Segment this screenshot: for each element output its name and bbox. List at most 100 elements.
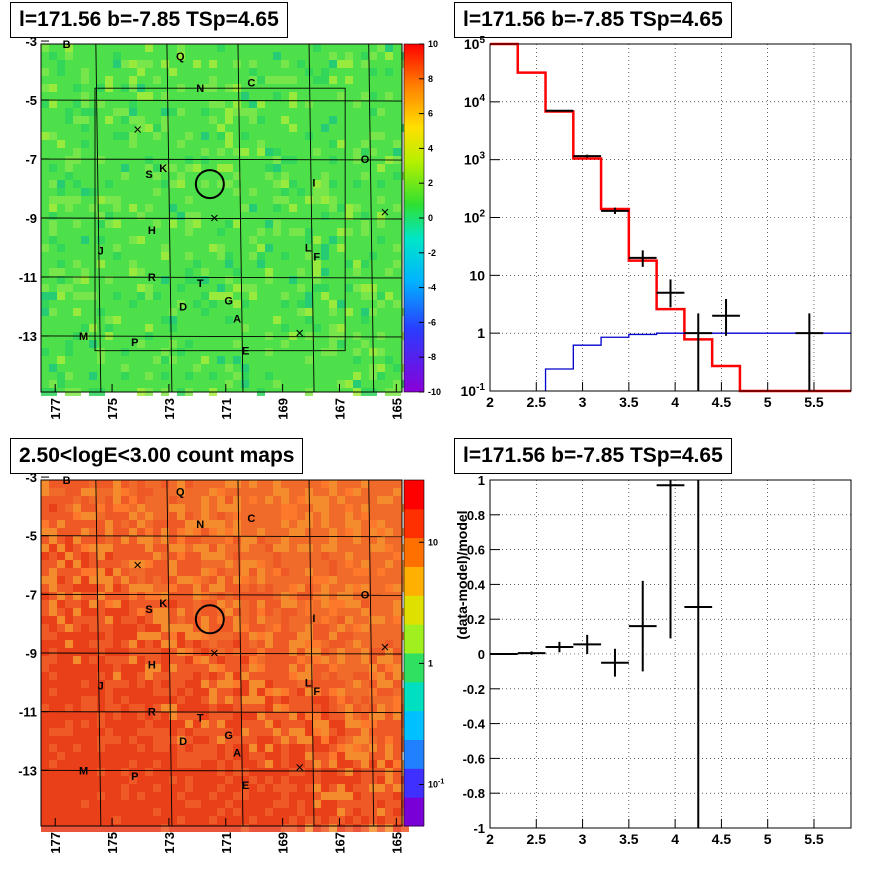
map-pixel xyxy=(201,648,209,656)
map-pixel xyxy=(281,616,289,624)
map-pixel xyxy=(153,744,161,752)
map-pixel xyxy=(313,632,321,640)
map-pixel xyxy=(185,340,193,348)
map-pixel xyxy=(257,228,265,236)
map-pixel xyxy=(97,640,105,648)
map-pixel xyxy=(193,664,201,672)
map-pixel xyxy=(41,616,49,624)
map-pixel xyxy=(113,808,121,816)
map-pixel xyxy=(273,760,281,768)
map-pixel xyxy=(289,696,297,704)
map-pixel xyxy=(41,744,49,752)
map-pixel xyxy=(153,76,161,84)
map-pixel xyxy=(297,672,305,680)
map-pixel xyxy=(281,568,289,576)
map-pixel xyxy=(89,108,97,116)
map-pixel xyxy=(49,784,57,792)
map-pixel xyxy=(273,148,281,156)
map-pixel xyxy=(97,196,105,204)
map-pixel xyxy=(105,608,113,616)
map-pixel xyxy=(129,824,137,832)
map-pixel xyxy=(169,180,177,188)
map-pixel xyxy=(145,648,153,656)
map-pixel xyxy=(57,196,65,204)
map-pixel xyxy=(257,824,265,832)
map-pixel xyxy=(161,600,169,608)
map-pixel xyxy=(361,712,369,720)
map-pixel xyxy=(49,792,57,800)
map-pixel xyxy=(217,720,225,728)
map-pixel xyxy=(41,528,49,536)
map-pixel xyxy=(281,696,289,704)
map-pixel xyxy=(137,60,145,68)
map-pixel xyxy=(233,372,241,380)
colorbar-segment xyxy=(404,653,424,683)
map-pixel xyxy=(233,680,241,688)
map-pixel xyxy=(377,496,385,504)
map-pixel xyxy=(49,680,57,688)
source-label: P xyxy=(131,771,138,783)
map-pixel xyxy=(201,496,209,504)
map-pixel xyxy=(377,656,385,664)
map-pixel xyxy=(265,592,273,600)
map-pixel xyxy=(337,824,345,832)
map-pixel xyxy=(193,560,201,568)
map-pixel xyxy=(89,720,97,728)
colorbar-segment xyxy=(404,624,424,654)
map-pixel xyxy=(377,792,385,800)
map-pixel xyxy=(249,776,257,784)
map-pixel xyxy=(281,196,289,204)
map-pixel xyxy=(185,824,193,832)
map-pixel xyxy=(185,688,193,696)
map-pixel xyxy=(105,712,113,720)
map-pixel xyxy=(41,800,49,808)
map-pixel xyxy=(153,704,161,712)
map-pixel xyxy=(49,520,57,528)
map-pixel xyxy=(265,688,273,696)
map-pixel xyxy=(217,576,225,584)
map-pixel xyxy=(97,576,105,584)
map-pixel xyxy=(57,140,65,148)
map-pixel xyxy=(393,824,401,832)
map-pixel xyxy=(121,672,129,680)
map-pixel xyxy=(185,584,193,592)
map-pixel xyxy=(377,768,385,776)
map-pixel xyxy=(273,744,281,752)
map-pixel xyxy=(105,592,113,600)
map-pixel xyxy=(121,688,129,696)
map-pixel xyxy=(353,284,361,292)
map-pixel xyxy=(201,784,209,792)
map-pixel xyxy=(385,768,393,776)
colorbar-tick-label: 10 xyxy=(428,39,438,49)
map-pixel xyxy=(89,680,97,688)
map-pixel xyxy=(89,640,97,648)
map-pixel xyxy=(153,592,161,600)
map-pixel xyxy=(89,656,97,664)
map-pixel xyxy=(353,148,361,156)
graticule-line xyxy=(237,479,244,827)
map-pixel xyxy=(81,616,89,624)
map-pixel xyxy=(137,552,145,560)
map-pixel xyxy=(137,592,145,600)
x-tick-label: 5 xyxy=(764,394,772,410)
map-pixel xyxy=(353,536,361,544)
map-pixel xyxy=(177,504,185,512)
map-pixel xyxy=(201,512,209,520)
map-pixel xyxy=(65,760,73,768)
map-pixel xyxy=(361,140,369,148)
map-pixel xyxy=(281,340,289,348)
x-tick-label: 175 xyxy=(105,398,120,420)
map-pixel xyxy=(41,760,49,768)
map-pixel xyxy=(377,348,385,356)
map-pixel xyxy=(81,720,89,728)
x-tick-label: 165 xyxy=(389,832,404,854)
map-pixel xyxy=(57,696,65,704)
map-pixel xyxy=(57,528,65,536)
map-pixel xyxy=(145,640,153,648)
map-pixel xyxy=(121,348,129,356)
map-pixel xyxy=(41,768,49,776)
map-pixel xyxy=(281,60,289,68)
map-pixel xyxy=(97,156,105,164)
map-pixel xyxy=(257,608,265,616)
map-pixel xyxy=(65,568,73,576)
